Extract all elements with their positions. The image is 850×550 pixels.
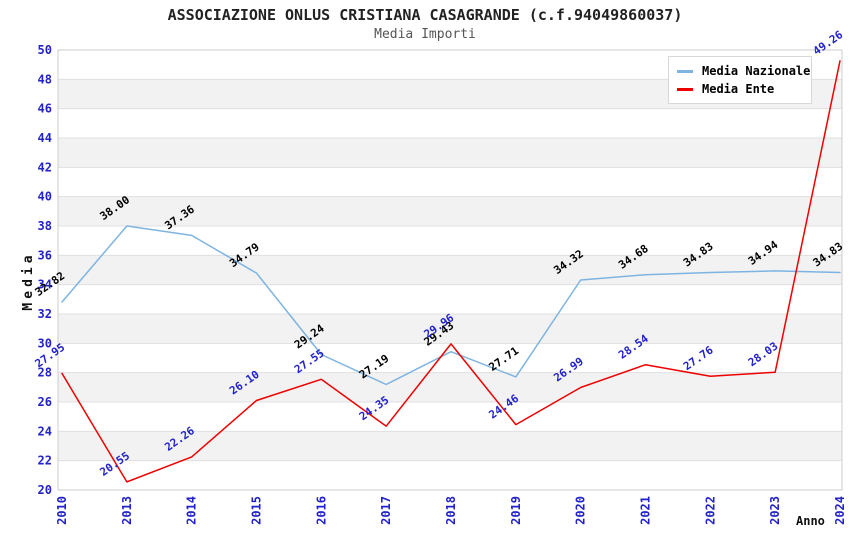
- legend-item: Media Nazionale: [677, 62, 810, 80]
- legend: Media Nazionale Media Ente: [668, 56, 812, 104]
- y-tick-label: 42: [38, 160, 52, 174]
- plot-band: [58, 284, 842, 314]
- plot-band: [58, 402, 842, 432]
- plot-band: [58, 255, 842, 285]
- media-nazionale-line: [61, 225, 841, 386]
- legend-label: Media Ente: [702, 82, 775, 96]
- x-tick-label: 2016: [314, 496, 328, 525]
- y-tick-label: 28: [38, 366, 52, 380]
- legend-line-swatch: [677, 87, 693, 91]
- x-tick-label: 2021: [639, 496, 653, 525]
- y-tick-label: 24: [38, 424, 52, 438]
- media-ente-line: [61, 60, 841, 483]
- plot-band: [58, 138, 842, 168]
- plot-border: [57, 49, 843, 491]
- legend-item: Media Ente: [677, 80, 803, 98]
- x-tick-label: 2010: [55, 496, 69, 525]
- plot-band: [58, 431, 842, 461]
- legend-line-swatch: [677, 69, 693, 73]
- y-tick-label: 22: [38, 454, 52, 468]
- x-tick-label: 2024: [833, 496, 847, 525]
- chart-subtitle: Media Importi: [374, 27, 476, 42]
- plot-band: [58, 167, 842, 197]
- y-tick-label: 40: [38, 190, 52, 204]
- plot-band: [58, 108, 842, 138]
- plot-band: [58, 372, 842, 402]
- x-tick-label: 2015: [250, 496, 264, 525]
- x-tick-label: 2020: [574, 496, 588, 525]
- y-tick-label: 46: [38, 102, 52, 116]
- chart-title: ASSOCIAZIONE ONLUS CRISTIANA CASAGRANDE …: [167, 6, 683, 24]
- plot-band: [58, 343, 842, 373]
- x-tick-label: 2014: [185, 496, 199, 525]
- y-tick-label: 32: [38, 307, 52, 321]
- x-axis-title: Anno: [796, 514, 825, 528]
- plot-band: [58, 460, 842, 490]
- x-tick-label: 2017: [379, 496, 393, 525]
- x-tick-label: 2013: [120, 496, 134, 525]
- plot-band: [58, 196, 842, 226]
- legend-label: Media Nazionale: [702, 64, 811, 78]
- y-tick-label: 26: [38, 395, 52, 409]
- y-axis-title: Media: [21, 251, 36, 311]
- x-tick-label: 2023: [768, 496, 782, 525]
- plot-band: [58, 314, 842, 344]
- y-tick-label: 38: [38, 219, 52, 233]
- y-tick-label: 48: [38, 72, 52, 86]
- y-tick-label: 34: [38, 278, 52, 292]
- y-tick-label: 36: [38, 248, 52, 262]
- y-tick-label: 50: [38, 43, 52, 57]
- y-tick-label: 44: [38, 131, 52, 145]
- y-tick-label: 30: [38, 336, 52, 350]
- plot-band: [58, 226, 842, 256]
- y-tick-label: 20: [38, 483, 52, 497]
- x-tick-label: 2018: [444, 496, 458, 525]
- x-tick-label: 2019: [509, 496, 523, 525]
- x-tick-label: 2022: [703, 496, 717, 525]
